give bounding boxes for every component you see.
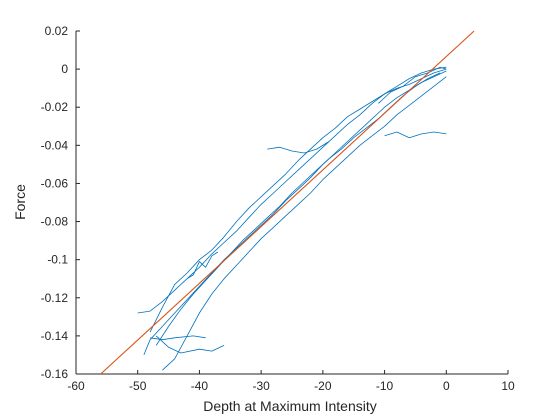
- x-ticks: -60 -50 -40 -30 -20 -10 0 10: [67, 370, 515, 393]
- trace-line-8: [267, 141, 330, 154]
- x-tick-label: -20: [314, 379, 332, 393]
- trace-line-7: [150, 335, 206, 341]
- trace-line-6: [155, 335, 225, 354]
- x-tick-label: -40: [191, 379, 209, 393]
- trace-line-2: [137, 66, 447, 314]
- x-tick-label: 0: [443, 379, 450, 393]
- y-tick-label: -0.12: [41, 291, 69, 305]
- x-axis-label: Depth at Maximum Intensity: [203, 398, 377, 414]
- x-tick-label: 10: [501, 379, 515, 393]
- trace-line-3: [162, 76, 447, 371]
- y-tick-label: -0.02: [41, 100, 69, 114]
- y-tick-label: 0: [61, 62, 68, 76]
- plot-series: [100, 30, 475, 375]
- trace-line-1: [143, 70, 447, 356]
- y-tick-label: -0.06: [41, 176, 69, 190]
- y-tick-label: -0.08: [41, 215, 69, 229]
- y-ticks: 0.02 0 -0.02 -0.04 -0.06 -0.08 -0.1 -0.12 -0.14 -…: [41, 24, 80, 381]
- fit-line: [100, 30, 475, 375]
- y-tick-label: -0.14: [41, 329, 69, 343]
- y-tick-label: -0.1: [47, 253, 68, 267]
- y-axis-label: Force: [12, 184, 28, 220]
- trace-line-10: [378, 66, 447, 104]
- x-tick-label: -50: [129, 379, 147, 393]
- y-tick-label: -0.16: [41, 367, 69, 381]
- trace-line-5: [155, 72, 441, 346]
- y-tick-label: 0.02: [45, 24, 69, 38]
- x-tick-label: -30: [252, 379, 270, 393]
- x-tick-label: -10: [376, 379, 394, 393]
- trace-line-9: [384, 131, 447, 139]
- y-tick-label: -0.04: [41, 138, 69, 152]
- axes: [75, 31, 508, 375]
- x-tick-label: -60: [67, 379, 85, 393]
- trace-line-4: [149, 68, 447, 333]
